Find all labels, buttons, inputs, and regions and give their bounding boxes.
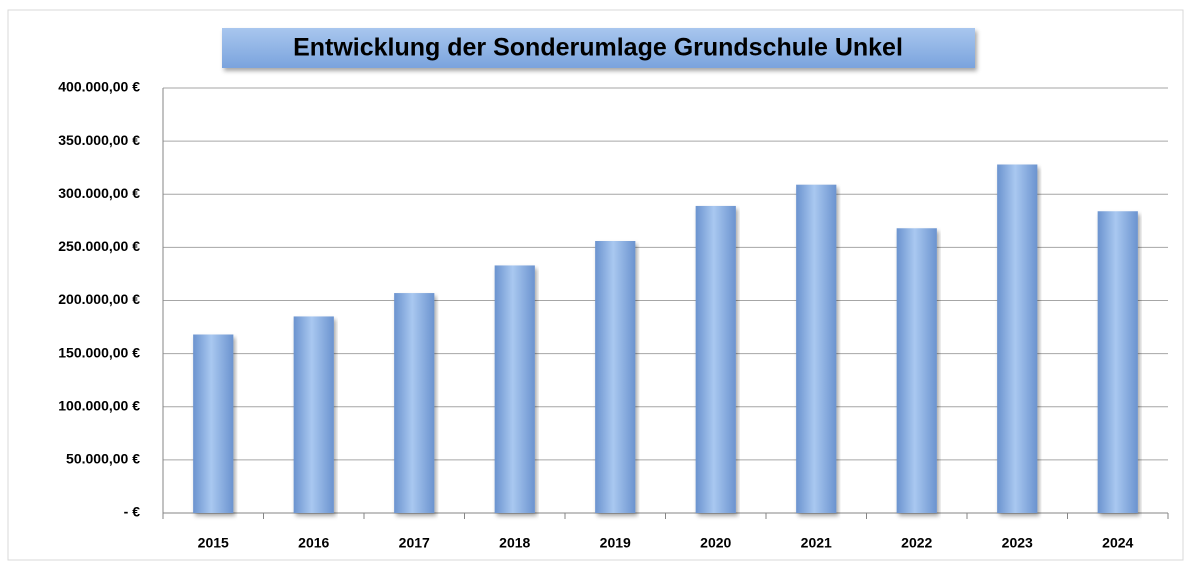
bar [193,334,234,513]
x-tick-label: 2022 [901,535,932,551]
x-tick-label: 2024 [1102,535,1133,551]
bar [293,316,334,513]
x-tick-label: 2015 [198,535,229,551]
title-box [222,28,975,68]
y-tick-label: 200.000,00 € [58,291,140,307]
y-tick-label: 150.000,00 € [58,344,140,360]
bar [1097,211,1138,513]
x-tick-label: 2018 [499,535,530,551]
bar [494,265,535,513]
bar [695,205,736,513]
y-tick-label: 250.000,00 € [58,238,140,254]
y-tick-label: 50.000,00 € [66,451,140,467]
x-tick-label: 2023 [1002,535,1033,551]
x-tick-label: 2021 [801,535,832,551]
chart-title: Entwicklung der Sonderumlage Grundschule… [293,34,903,62]
y-tick-label: 350.000,00 € [58,132,140,148]
y-tick-label: 400.000,00 € [58,79,140,95]
x-tick-label: 2016 [298,535,329,551]
bar [394,293,435,513]
y-tick-label: - € [124,504,141,520]
x-tick-label: 2020 [700,535,731,551]
bar [595,241,636,513]
x-tick-label: 2017 [399,535,430,551]
x-tick-label: 2019 [600,535,631,551]
bar [997,164,1038,513]
bar [796,184,837,513]
y-tick-label: 300.000,00 € [58,185,140,201]
bar [896,228,937,513]
y-tick-label: 100.000,00 € [58,397,140,413]
